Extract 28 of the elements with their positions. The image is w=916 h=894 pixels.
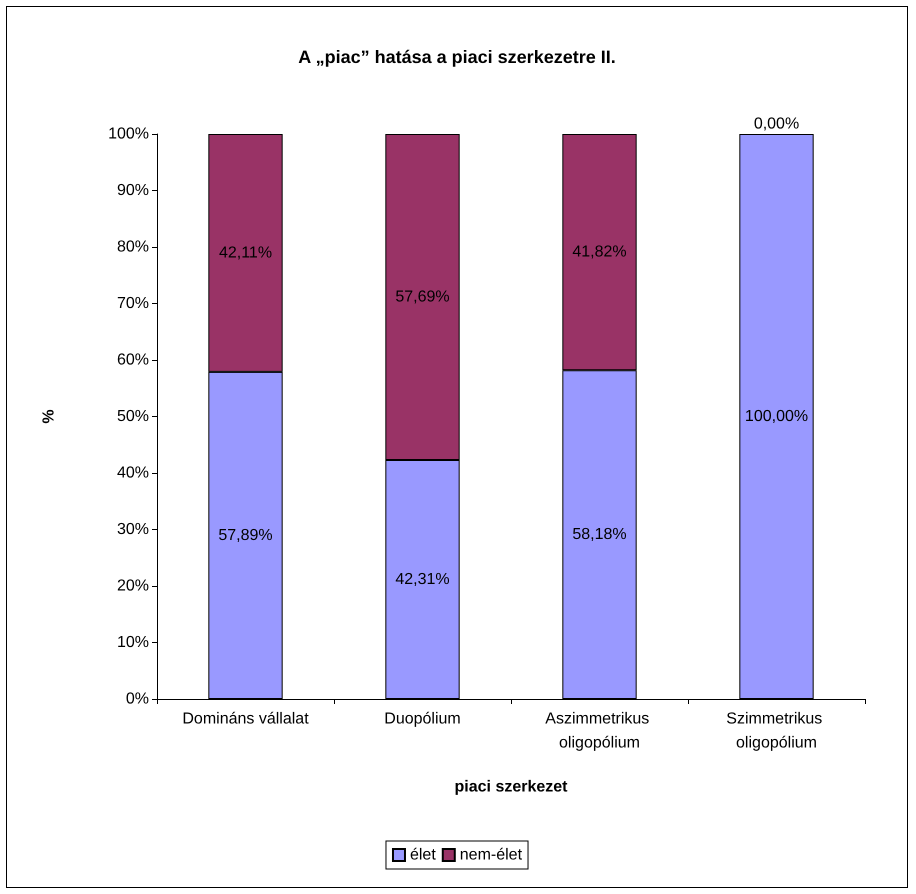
data-label: 100,00% (744, 408, 808, 425)
y-tick-label: 20% (116, 578, 149, 594)
y-tick-label: 100% (108, 126, 149, 142)
data-label: 42,11% (218, 244, 272, 262)
y-tick-label: 50% (116, 408, 149, 425)
x-tick-label: Szimmetrikus oligopólium (726, 710, 827, 752)
x-axis-title: piaci szerkezet (454, 778, 568, 796)
legend-label: nem-élet (460, 846, 523, 864)
x-tick-label: Domináns vállalat (182, 710, 310, 728)
data-label: 41,82% (572, 244, 627, 261)
y-axis-title: % (40, 409, 58, 424)
legend-label: élet (410, 846, 436, 864)
data-label: 0,00% (754, 116, 800, 132)
y-tick-label: 40% (116, 464, 149, 482)
y-tick-label: 80% (116, 238, 149, 256)
x-tick-label: Duopólium (384, 710, 461, 728)
chart-title: A „piac” hatása a piaci szerkezetre II. (298, 47, 616, 67)
y-tick-label: 60% (116, 352, 149, 368)
data-label: 57,89% (218, 526, 273, 544)
y-tick-label: 10% (116, 634, 149, 651)
data-label: 42,31% (395, 570, 450, 588)
y-tick-label: 70% (116, 295, 149, 312)
y-tick-label: 0% (126, 690, 149, 708)
y-tick-label: 90% (116, 182, 149, 199)
data-label: 58,18% (572, 526, 627, 544)
y-tick-label: 30% (116, 521, 149, 538)
data-label: 57,69% (395, 288, 450, 306)
x-tick-label: Aszimmetrikus oligopólium (545, 710, 654, 752)
